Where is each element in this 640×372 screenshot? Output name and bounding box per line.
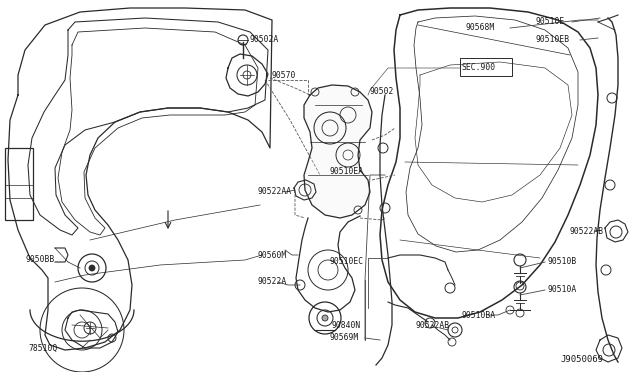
Text: 90510A: 90510A <box>547 285 576 295</box>
Bar <box>5 148 33 220</box>
Text: 90840N: 90840N <box>332 321 361 330</box>
Circle shape <box>322 315 328 321</box>
Text: 9050BB: 9050BB <box>25 256 54 264</box>
Text: 90510E: 90510E <box>535 17 564 26</box>
Text: 90522AA: 90522AA <box>258 187 292 196</box>
Text: 90502A: 90502A <box>250 35 279 45</box>
Text: 90522A: 90522A <box>258 278 287 286</box>
Text: 90510EA: 90510EA <box>330 167 364 176</box>
Text: 90502: 90502 <box>370 87 394 96</box>
Text: 90510EC: 90510EC <box>330 257 364 266</box>
Text: SEC.900: SEC.900 <box>462 64 496 73</box>
Text: 90522AB: 90522AB <box>415 321 449 330</box>
Circle shape <box>89 265 95 271</box>
Text: 90510BA: 90510BA <box>462 311 496 320</box>
Text: 90560M: 90560M <box>258 250 287 260</box>
Polygon shape <box>304 85 372 218</box>
Text: 90510B: 90510B <box>547 257 576 266</box>
Text: 90522AB: 90522AB <box>570 228 604 237</box>
Text: 78510Q: 78510Q <box>28 343 57 353</box>
Bar <box>460 58 512 76</box>
Text: 90570: 90570 <box>272 71 296 80</box>
Text: 90568M: 90568M <box>466 23 495 32</box>
Text: J9050069: J9050069 <box>560 356 603 365</box>
Text: 90569M: 90569M <box>330 334 359 343</box>
Text: 90510EB: 90510EB <box>535 35 569 45</box>
